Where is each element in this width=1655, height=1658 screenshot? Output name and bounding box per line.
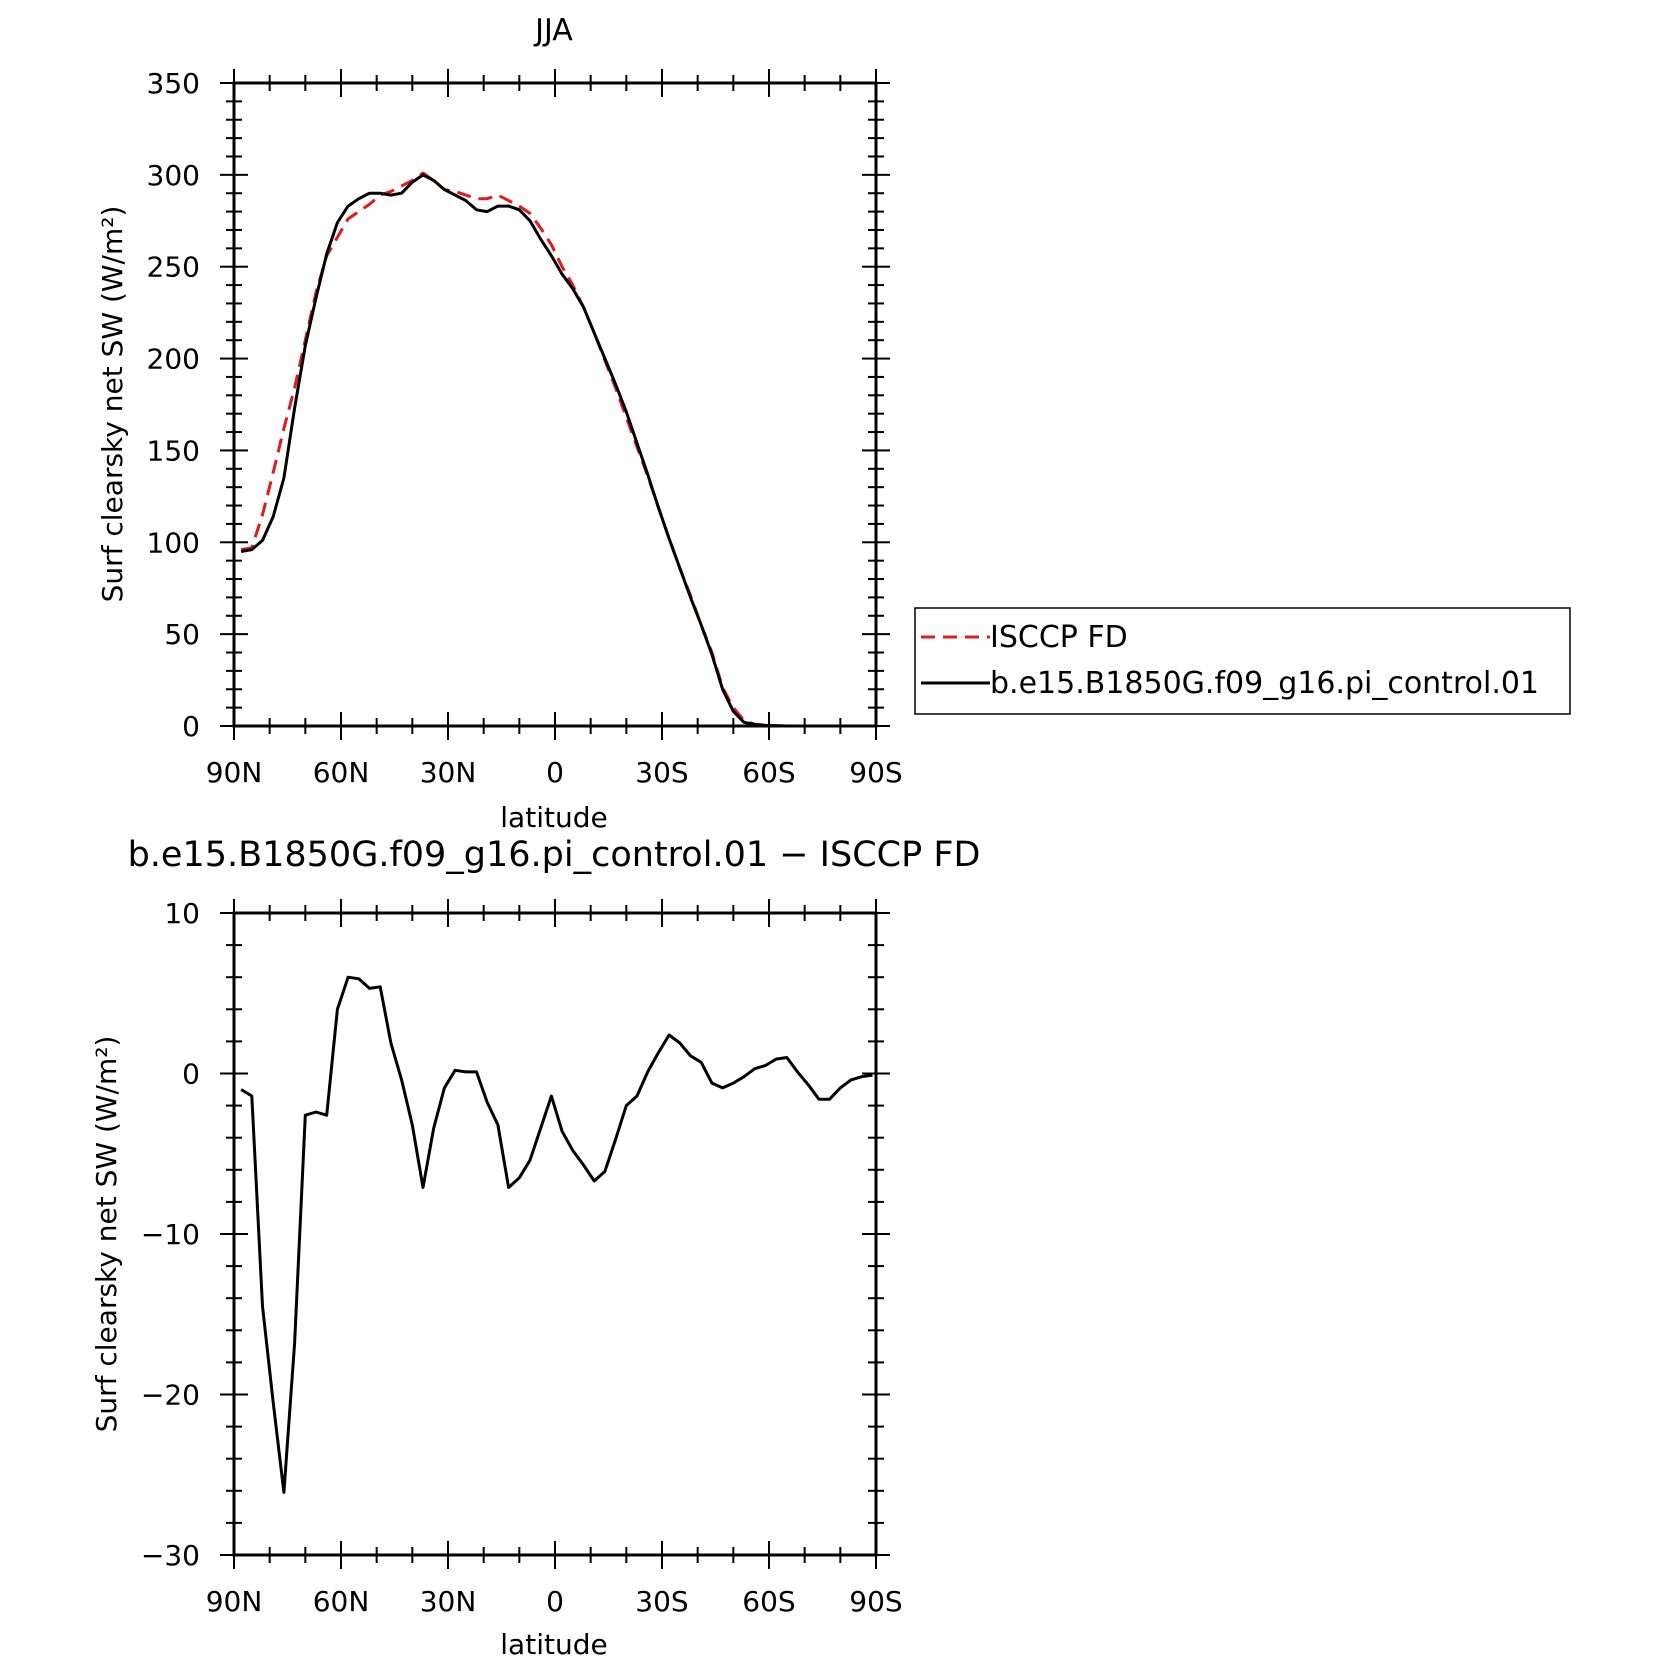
top-x-tick-labels: 90N 60N 30N 0 30S 60S 90S bbox=[206, 756, 903, 789]
legend: ISCCP FD b.e15.B1850G.f09_g16.pi_control… bbox=[914, 607, 1571, 715]
bottom-y-tick-label: −30 bbox=[141, 1539, 200, 1572]
top-y-tick-label: 200 bbox=[147, 343, 200, 376]
legend-label-isccp: ISCCP FD bbox=[990, 620, 1128, 655]
bottom-chart-panel: b.e15.B1850G.f09_g16.pi_control.01 − ISC… bbox=[90, 835, 980, 1658]
bottom-x-tick-label: 0 bbox=[546, 1585, 564, 1618]
bottom-x-tick-label: 30N bbox=[420, 1585, 477, 1618]
top-y-axis-label: Surf clearsky net SW (W/m²) bbox=[96, 206, 129, 603]
bottom-x-tick-label: 30S bbox=[635, 1585, 688, 1618]
bottom-x-tick-label: 90S bbox=[849, 1585, 902, 1618]
top-x-tick-label: 60S bbox=[742, 756, 795, 789]
top-y-tick-label: 150 bbox=[147, 434, 200, 467]
bottom-y-tick-labels: 10 0 −10 −20 −30 bbox=[141, 897, 200, 1572]
bottom-x-axis-label: latitude bbox=[500, 1628, 607, 1658]
bottom-y-tick-label: −20 bbox=[141, 1379, 200, 1412]
bottom-y-tick-label: 10 bbox=[164, 897, 200, 930]
top-y-tick-label: 0 bbox=[182, 710, 200, 743]
top-series-line-1 bbox=[240, 173, 873, 728]
bottom-series-lines bbox=[240, 975, 873, 1494]
top-y-tick-label: 50 bbox=[164, 618, 200, 651]
top-x-tick-label: 30S bbox=[635, 756, 688, 789]
top-x-tick-label: 0 bbox=[546, 756, 564, 789]
legend-label-model: b.e15.B1850G.f09_g16.pi_control.01 bbox=[990, 666, 1539, 701]
top-series-line-0 bbox=[240, 171, 873, 728]
top-x-axis-label: latitude bbox=[500, 801, 607, 834]
top-chart-title: JJA bbox=[533, 13, 573, 48]
bottom-axis-ticks bbox=[220, 899, 890, 1569]
top-x-tick-label: 90N bbox=[206, 756, 263, 789]
bottom-y-tick-label: 0 bbox=[182, 1058, 200, 1091]
bottom-chart-title: b.e15.B1850G.f09_g16.pi_control.01 − ISC… bbox=[128, 835, 981, 875]
bottom-x-tick-labels: 90N 60N 30N 0 30S 60S 90S bbox=[206, 1585, 903, 1618]
bottom-plot-frame bbox=[232, 911, 878, 1557]
top-y-tick-label: 300 bbox=[147, 159, 200, 192]
bottom-x-tick-label: 60N bbox=[313, 1585, 370, 1618]
top-x-tick-label: 30N bbox=[420, 756, 477, 789]
top-chart-panel: JJA 0 50 100 150 200 250 300 350 90N 60N 30N 0 30S 6… bbox=[96, 13, 1571, 834]
top-y-tick-label: 250 bbox=[147, 251, 200, 284]
top-x-tick-label: 90S bbox=[849, 756, 902, 789]
top-y-tick-label: 350 bbox=[147, 67, 200, 100]
bottom-y-axis-label: Surf clearsky net SW (W/m²) bbox=[90, 1036, 123, 1433]
top-axis-ticks bbox=[220, 69, 890, 740]
bottom-x-tick-label: 90N bbox=[206, 1585, 263, 1618]
top-plot-frame bbox=[232, 81, 878, 728]
top-y-tick-label: 100 bbox=[147, 526, 200, 559]
bottom-x-tick-label: 60S bbox=[742, 1585, 795, 1618]
legend-box bbox=[914, 607, 1571, 715]
top-x-tick-label: 60N bbox=[313, 756, 370, 789]
top-series-lines bbox=[240, 171, 873, 728]
top-y-tick-labels: 0 50 100 150 200 250 300 350 bbox=[147, 67, 200, 743]
bottom-series-line-0 bbox=[240, 975, 873, 1494]
bottom-y-tick-label: −10 bbox=[141, 1218, 200, 1251]
